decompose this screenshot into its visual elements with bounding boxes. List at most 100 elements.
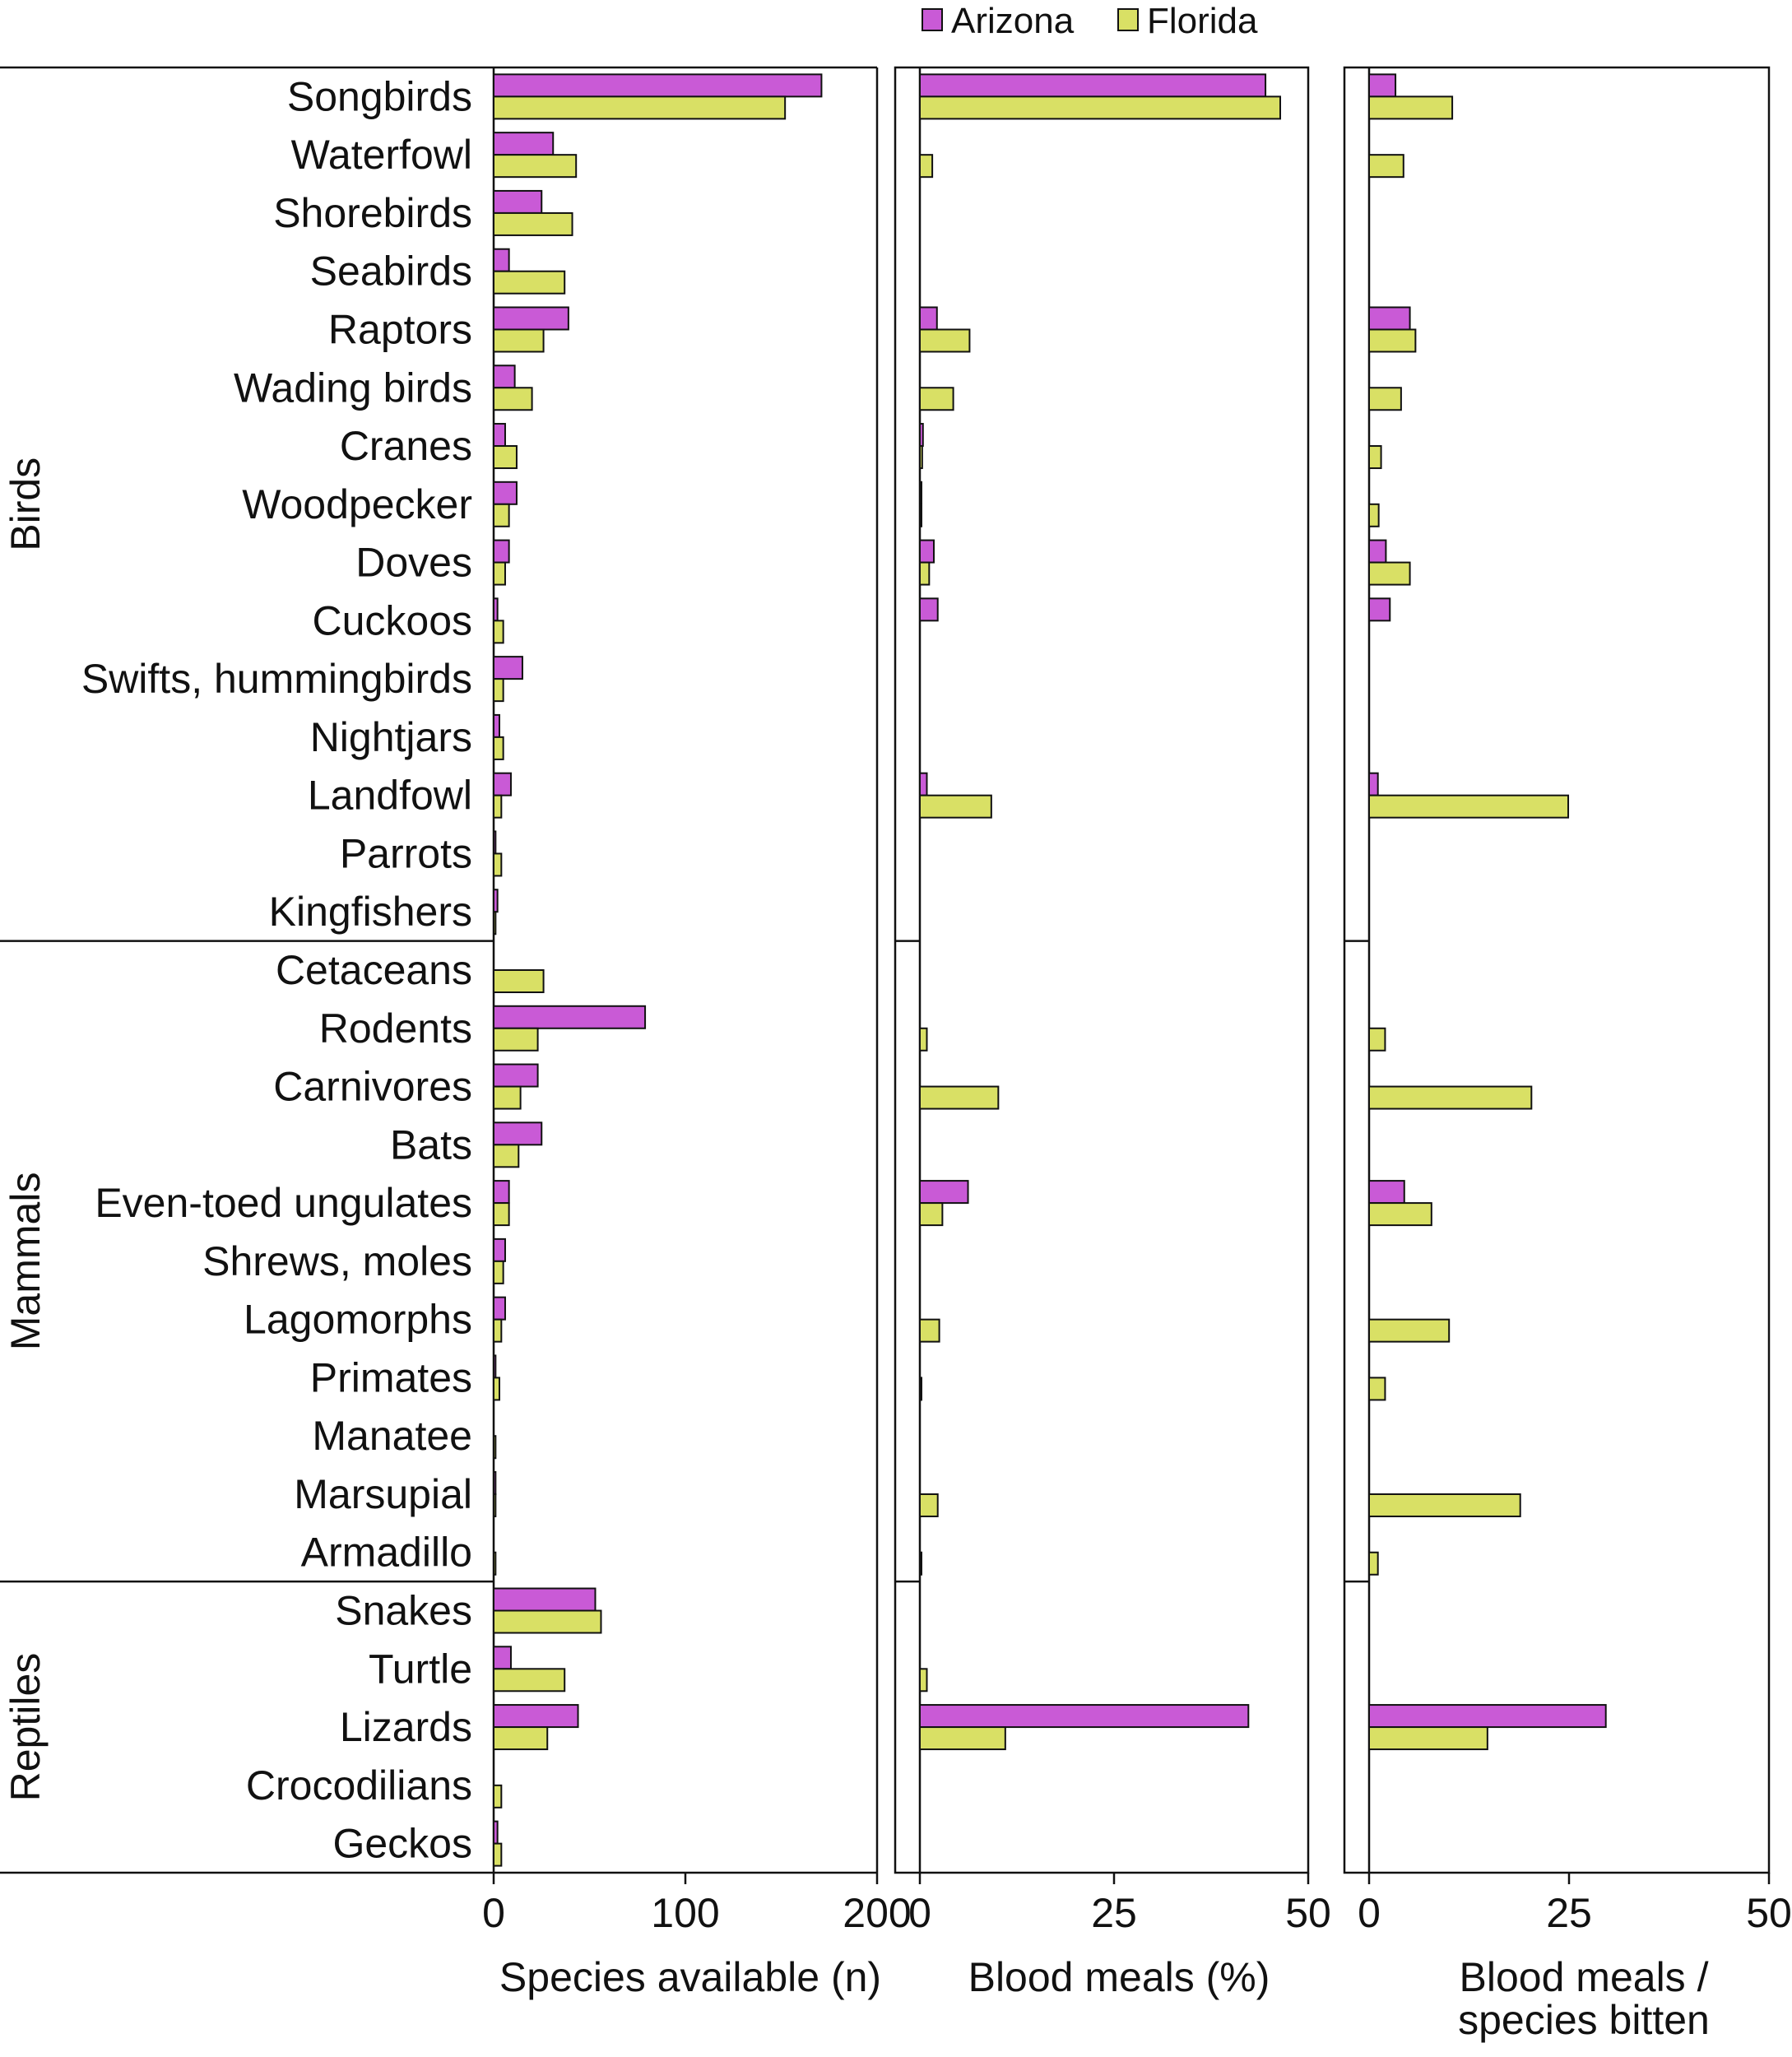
category-label-doves: Doves [355,540,472,586]
bar-florida-swifts-hummingbirds [493,678,504,703]
bar-florida-woodpecker [493,503,510,527]
bar-florida-turtle [919,1668,928,1692]
bar-florida-raptors [493,328,545,353]
tick-label: 200 [843,1890,911,1936]
bar-florida-armadillo [1368,1551,1379,1576]
bar-florida-songbirds [1368,95,1454,120]
bar-arizona-even-toed-ungulates [919,1180,969,1205]
category-label-turtle: Turtle [369,1646,472,1692]
bar-arizona-cuckoos [919,597,939,622]
bar-florida-woodpecker [1368,503,1380,527]
category-label-woodpecker: Woodpecker [242,481,472,527]
bar-florida-marsupial [1368,1493,1521,1517]
bar-arizona-shrews-moles [493,1237,506,1262]
bar-florida-doves [919,561,931,586]
tick-label: 50 [1746,1890,1792,1936]
tick-label: 0 [1358,1890,1381,1936]
x-axis-title: Blood meals (%) [968,1954,1270,2000]
category-label-waterfowl: Waterfowl [291,132,472,178]
bar-florida-lagomorphs [493,1318,503,1343]
bar-florida-carnivores [919,1085,1000,1110]
bar-arizona-snakes [493,1587,597,1612]
bar-florida-waterfowl [919,154,934,179]
bar-florida-wading-birds [493,387,533,411]
bar-florida-songbirds [493,95,787,120]
bar-arizona-carnivores [493,1063,539,1088]
bar-florida-cranes [493,445,518,470]
tick-label: 25 [1091,1890,1137,1936]
bar-florida-geckos [493,1842,503,1867]
bar-arizona-raptors [919,306,938,331]
bar-florida-even-toed-ungulates [919,1202,944,1227]
category-label-shrews-moles: Shrews, moles [202,1238,472,1284]
category-label-swifts-hummingbirds: Swifts, hummingbirds [81,656,472,702]
bar-florida-even-toed-ungulates [493,1202,510,1227]
panels: 0 100 200 Species available (n) 0 25 50 Blood m… [482,66,1792,2043]
category-label-songbirds: Songbirds [287,73,472,119]
bar-florida-cranes [919,445,923,470]
bar-florida-landfowl [493,794,503,819]
panel-3: 0 25 50 Blood meals /species bitten [1343,66,1792,2043]
bar-arizona-cuckoos [1368,597,1391,622]
category-label-wading-birds: Wading birds [234,365,472,411]
bar-arizona-seabirds [493,248,510,272]
panel-frame [894,66,1310,1874]
bar-florida-lizards [1368,1726,1488,1751]
bar-arizona-nightjars [493,713,500,738]
x-axis-title-line: Blood meals / [1460,1954,1709,2000]
bar-florida-cranes [1368,445,1382,470]
bar-florida-carnivores [493,1085,522,1110]
bar-arizona-cuckoos [493,597,499,622]
category-labels: Songbirds Waterfowl Shorebirds Seabirds Rapt… [0,66,494,1874]
bar-florida-bats [493,1144,520,1168]
category-label-rodents: Rodents [319,1005,472,1052]
bar-florida-waterfowl [1368,154,1404,179]
category-label-even-toed-ungulates: Even-toed ungulates [95,1180,472,1226]
bar-florida-cuckoos [493,620,504,644]
category-label-landfowl: Landfowl [308,773,472,819]
panel-frame [1343,66,1771,1874]
category-label-carnivores: Carnivores [273,1064,472,1110]
bar-florida-lagomorphs [919,1318,940,1343]
category-label-seabirds: Seabirds [310,248,472,295]
bar-arizona-wading-birds [493,365,516,389]
bar-florida-landfowl [919,794,992,819]
bar-florida-marsupial [919,1493,939,1517]
bar-arizona-waterfowl [493,132,555,156]
bar-arizona-even-toed-ungulates [1368,1180,1405,1205]
bar-florida-wading-birds [1368,387,1402,411]
bar-florida-shrews-moles [493,1260,504,1284]
bar-arizona-turtle [493,1646,512,1670]
bar-florida-landfowl [1368,794,1570,819]
category-label-lizards: Lizards [340,1704,472,1750]
bar-arizona-landfowl [1368,772,1379,796]
bar-arizona-even-toed-ungulates [493,1180,510,1205]
category-label-raptors: Raptors [328,306,472,352]
tick-label: 0 [908,1890,931,1936]
bar-florida-raptors [919,328,971,353]
bar-florida-lizards [493,1726,549,1751]
bar-florida-songbirds [919,95,1282,120]
bar-arizona-marsupial [493,1470,497,1495]
bar-arizona-cranes [919,423,924,448]
category-label-geckos: Geckos [332,1821,472,1867]
category-label-cranes: Cranes [340,423,472,469]
category-label-nightjars: Nightjars [310,714,472,760]
bar-florida-cetaceans [493,969,545,993]
tick-label: 100 [651,1890,719,1936]
panel-1: 0 100 200 Species available (n) [482,66,912,2000]
panel-2: 0 25 50 Blood meals (%) [894,66,1331,2000]
bar-florida-wading-birds [919,387,954,411]
bar-florida-woodpecker [919,503,922,527]
bar-florida-primates [919,1377,922,1401]
bar-arizona-songbirds [493,73,823,98]
category-label-armadillo: Armadillo [301,1530,472,1576]
bar-arizona-bats [493,1121,543,1146]
bar-arizona-kingfishers [493,889,499,913]
bar-florida-raptors [1368,328,1417,353]
bar-arizona-rodents [493,1005,647,1029]
category-label-bats: Bats [390,1121,472,1168]
tick-label: 0 [482,1890,505,1936]
bar-arizona-woodpecker [493,481,518,505]
